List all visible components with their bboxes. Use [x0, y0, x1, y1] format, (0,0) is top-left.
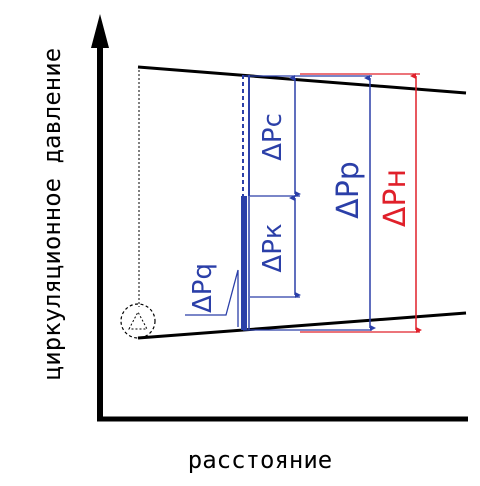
- red-reference-lines: [300, 73, 420, 333]
- dp-h-label: ΔPн: [378, 169, 413, 227]
- dp-q-leader: [185, 269, 239, 327]
- axes: [91, 14, 468, 422]
- dotted-circle-symbol: [120, 303, 156, 339]
- dp-p-label: ΔPp: [331, 161, 366, 219]
- x-axis-label: расстояние: [188, 446, 333, 474]
- dp-k-label: ΔPк: [258, 223, 288, 272]
- dp-c-label: ΔPc: [258, 113, 288, 161]
- column-lower-solid: [241, 196, 247, 330]
- y-axis-arrowhead: [91, 14, 109, 48]
- lower-pressure-line: [137, 311, 467, 340]
- dimension-arrows: [289, 73, 422, 333]
- column: [241, 75, 250, 330]
- upper-pressure-line: [137, 65, 467, 95]
- y-axis-label: циркуляционное давление: [38, 48, 66, 380]
- dp-q-label: ΔPq: [188, 263, 218, 313]
